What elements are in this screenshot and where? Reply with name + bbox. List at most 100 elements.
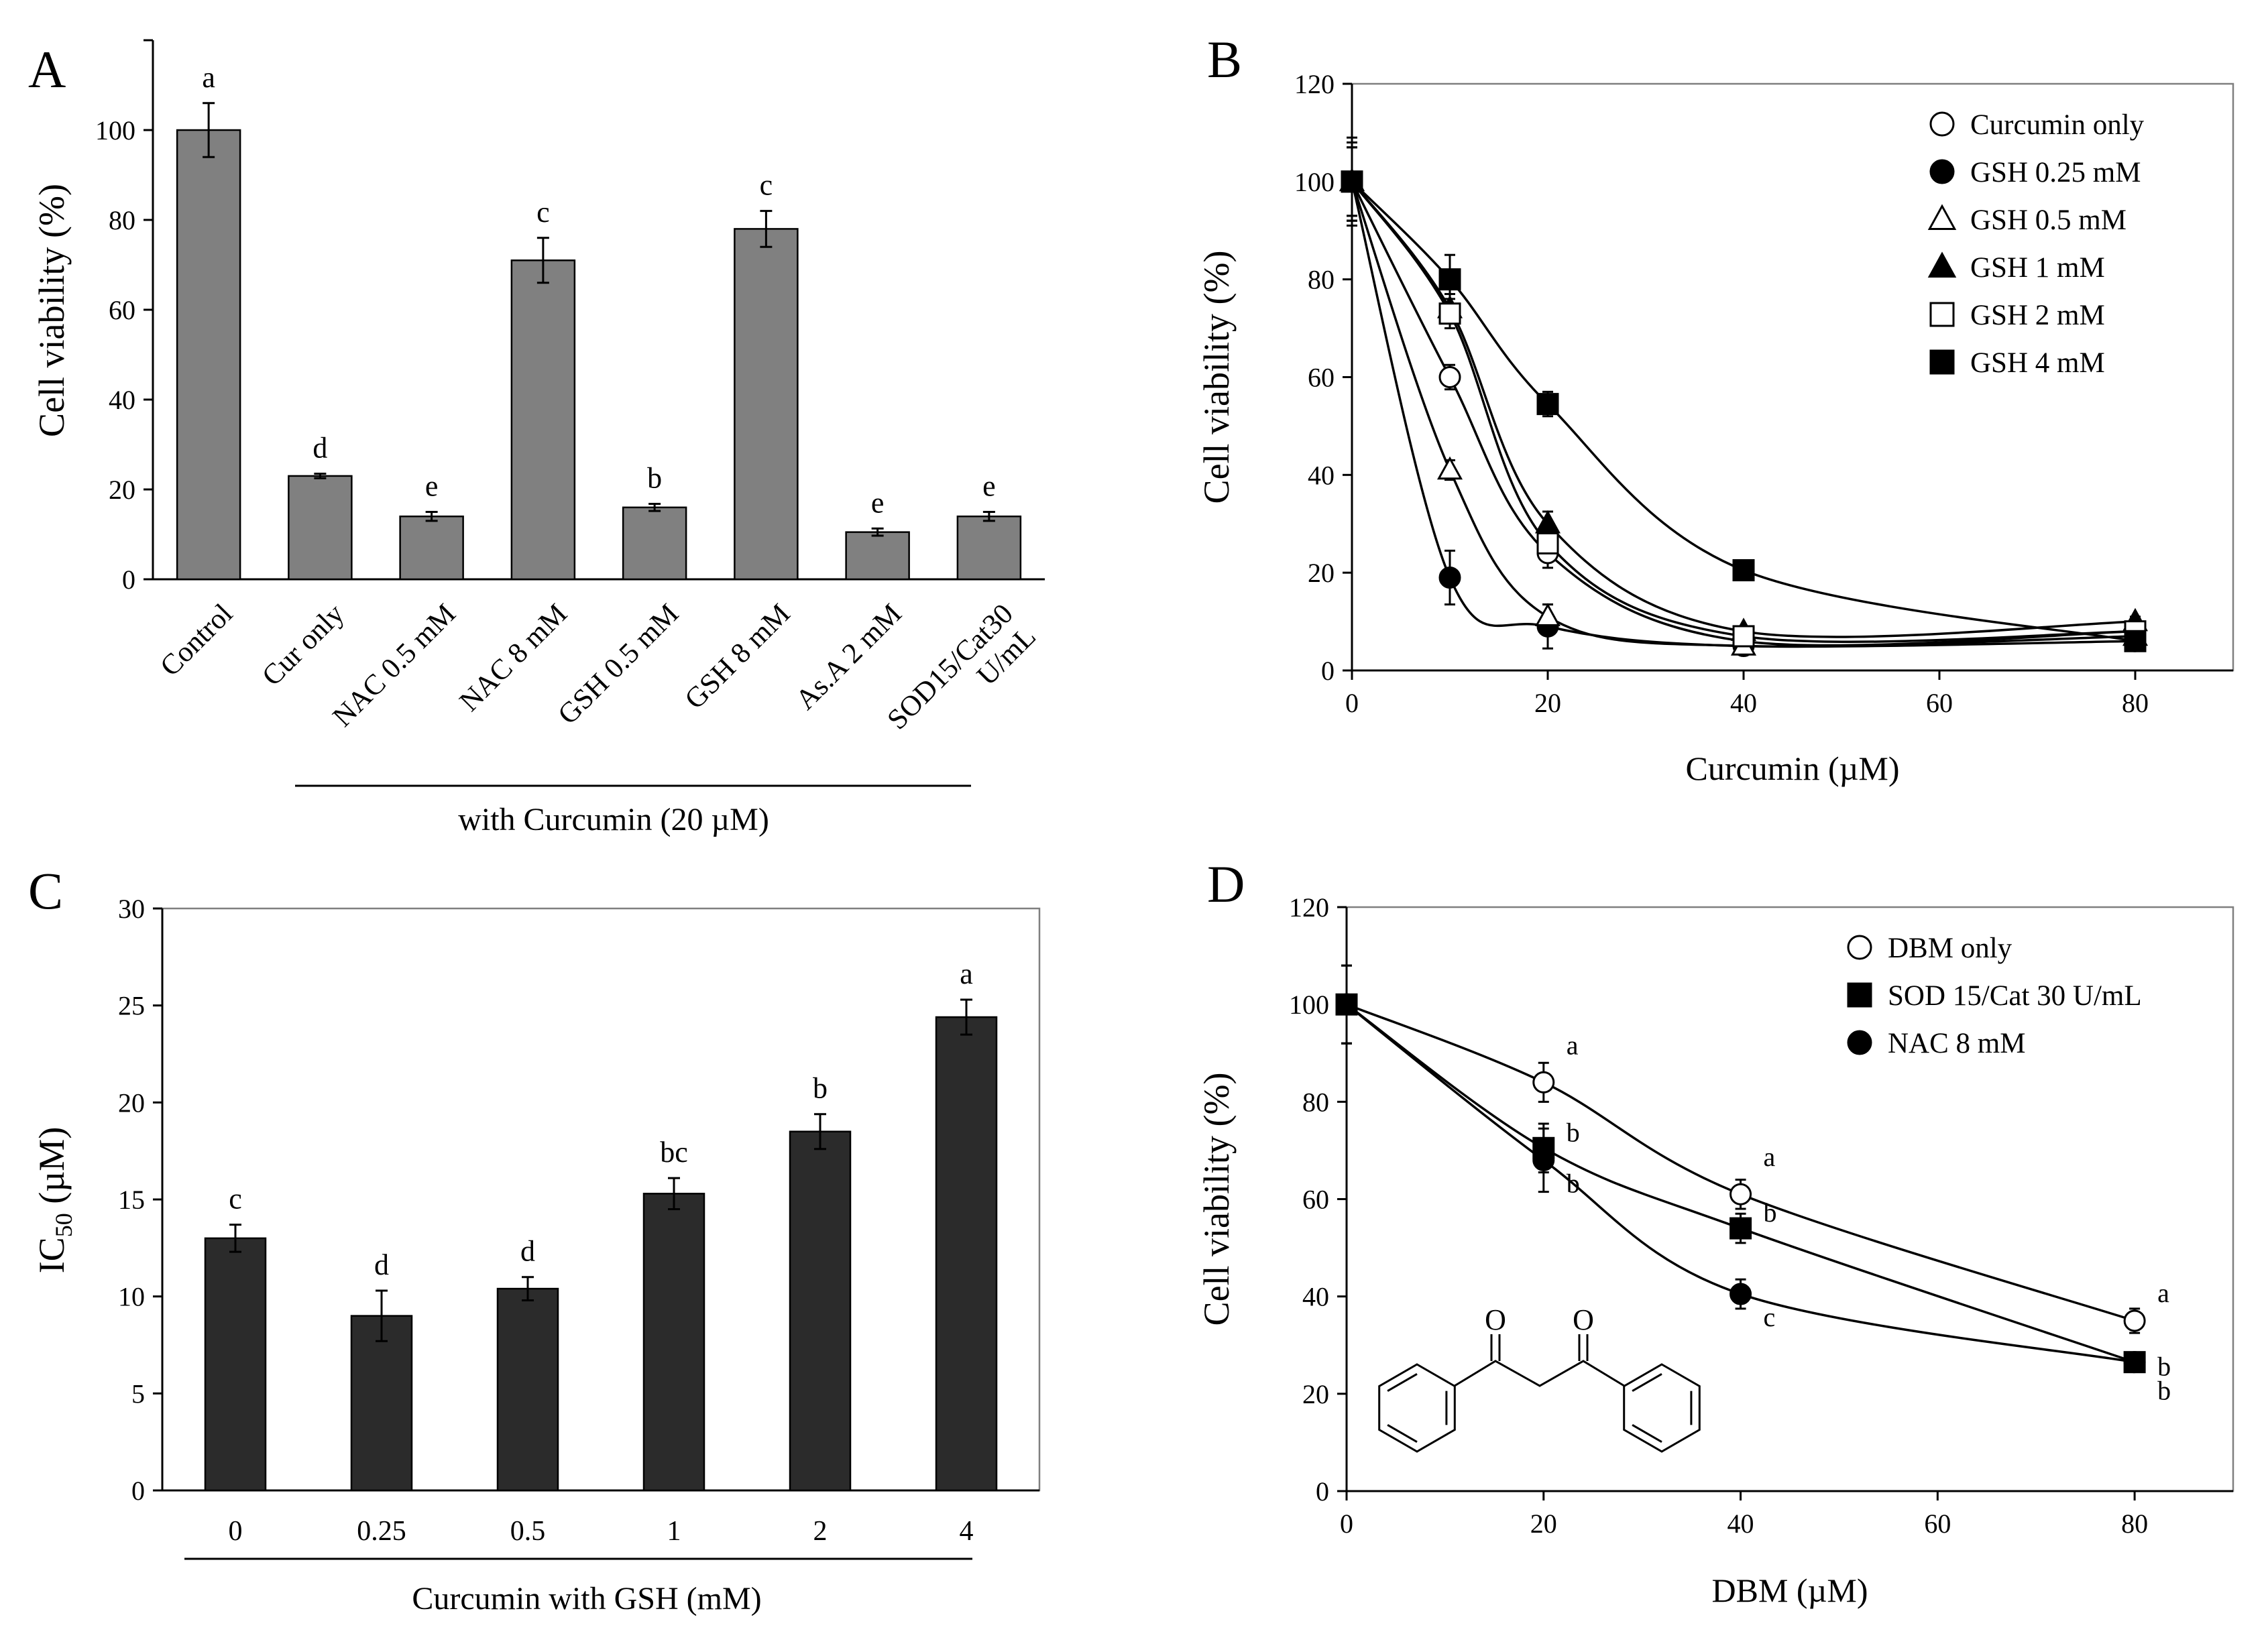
legend-label: SOD 15/Cat 30 U/mL (1888, 980, 2142, 1012)
data-point (1341, 170, 1363, 193)
x-tick-label: 0 (1345, 688, 1359, 718)
y-tick-label: 10 (118, 1282, 145, 1312)
significance-letter: b (1567, 1168, 1580, 1198)
data-point (1335, 993, 1358, 1016)
y-tick-label: 60 (1302, 1185, 1329, 1215)
y-tick-label: 5 (131, 1378, 145, 1409)
legend-marker (1847, 982, 1872, 1008)
bar (496, 1287, 559, 1492)
y-axis-label-subscript: 50 (50, 1213, 77, 1237)
y-tick-label: 20 (118, 1087, 145, 1118)
panel-label-d: D (1207, 855, 1245, 913)
x-tick-label: 0 (1340, 1509, 1353, 1539)
data-point (1438, 566, 1461, 589)
significance-letter: c (229, 1183, 242, 1216)
data-point (2124, 630, 2147, 652)
series-line (1345, 1003, 2135, 1364)
y-axis-label: IC50 (µM) (32, 1127, 77, 1274)
y-axis-label: Cell viability (%) (32, 184, 72, 437)
x-tick-label: 60 (1926, 688, 1953, 718)
y-axis-label-main: IC (32, 1237, 72, 1273)
aromatic-double-bond (1387, 1424, 1418, 1443)
significance-letter: e (425, 470, 439, 503)
x-tick-label: 80 (2121, 1509, 2148, 1539)
x-tick-label: 60 (1924, 1509, 1951, 1539)
significance-letter: e (871, 486, 885, 519)
y-tick-label: 25 (118, 991, 145, 1021)
category-label: GSH 0.5 mM (552, 598, 685, 731)
x-axis-label: Curcumin (µM) (1685, 750, 1899, 787)
aromatic-double-bond (1632, 1373, 1662, 1392)
y-tick-label: 80 (109, 205, 135, 235)
y-tick-label: 0 (122, 565, 135, 595)
legend-label: GSH 0.5 mM (1970, 204, 2127, 236)
x-axis-label: with Curcumin (20 µM) (458, 802, 769, 837)
series-line (1345, 1003, 2135, 1364)
category-label-line: As.A 2 mM (790, 598, 908, 716)
data-point (1730, 1183, 1752, 1205)
legend-label: Curcumin only (1970, 109, 2145, 141)
legend-marker (1929, 349, 1955, 375)
data-point (1436, 456, 1463, 480)
category-label: 2 (813, 1516, 828, 1547)
data-point (1730, 1217, 1752, 1240)
bar (176, 129, 241, 581)
y-tick-label: 60 (109, 295, 135, 325)
category-label: 0.25 (357, 1516, 406, 1547)
y-tick-label: 30 (118, 894, 145, 924)
legend-label: GSH 0.25 mM (1970, 157, 2141, 188)
y-tick-label: 0 (1316, 1476, 1329, 1507)
oxygen-atom-label: O (1573, 1303, 1594, 1336)
x-tick-label: 40 (1727, 1509, 1754, 1539)
carbon-chain (1454, 1360, 1625, 1387)
significance-letter: d (520, 1235, 535, 1268)
category-label-line: Control (154, 598, 239, 683)
significance-letter: b (1567, 1117, 1580, 1147)
bar (350, 1315, 413, 1492)
significance-letter: a (1764, 1142, 1776, 1172)
category-label-line: NAC 8 mM (453, 598, 573, 718)
panel-c-bar-chart: 0 5 10 15 20 25 30 c 0 d 0.25 d 0.5 bc 1 b 2 a 4 Curcumin w… (32, 894, 1041, 1616)
legend-label: DBM only (1888, 933, 2012, 964)
legend-marker (1929, 302, 1955, 327)
significance-letter: b (647, 461, 662, 494)
category-label: 4 (960, 1516, 974, 1547)
legend-label: GSH 2 mM (1970, 300, 2105, 331)
y-tick-label: 40 (1302, 1282, 1329, 1312)
y-tick-label: 20 (109, 475, 135, 505)
bar (789, 1130, 852, 1492)
significance-letter: a (1567, 1030, 1579, 1060)
series-line (1351, 180, 2136, 642)
legend-marker (1929, 111, 1955, 137)
dbm-structure (1378, 1334, 1701, 1453)
significance-letter: c (760, 169, 773, 202)
x-tick-label: 20 (1530, 1509, 1557, 1539)
significance-letter: b (2157, 1352, 2171, 1382)
panel-label-c: C (28, 862, 63, 920)
category-label: GSH 8 mM (679, 598, 796, 715)
x-axis-label: Curcumin with GSH (mM) (412, 1581, 761, 1616)
bar (399, 515, 464, 581)
aromatic-double-bond (1387, 1373, 1418, 1392)
legend-marker (1847, 1030, 1872, 1055)
y-axis-label: Cell viability (%) (1196, 1073, 1237, 1326)
significance-letter: d (313, 432, 327, 465)
y-axis-label-unit: (µM) (32, 1127, 72, 1214)
data-point (1732, 559, 1755, 582)
significance-letter: c (1764, 1302, 1776, 1332)
y-tick-label: 100 (95, 115, 135, 145)
category-label: NAC 8 mM (453, 598, 573, 718)
category-label: Control (154, 598, 239, 683)
x-axis-label: DBM (µM) (1712, 1572, 1868, 1609)
data-point (2123, 1351, 2146, 1374)
significance-letter: a (202, 61, 215, 94)
aromatic-double-bond (1632, 1424, 1662, 1443)
category-label: As.A 2 mM (790, 598, 908, 716)
benzene-ring-left (1378, 1363, 1456, 1453)
data-point (1730, 1283, 1752, 1305)
series-line (1351, 180, 2136, 644)
y-tick-label: 120 (1289, 892, 1329, 923)
legend-marker (1929, 159, 1955, 184)
y-tick-label: 80 (1308, 265, 1335, 295)
